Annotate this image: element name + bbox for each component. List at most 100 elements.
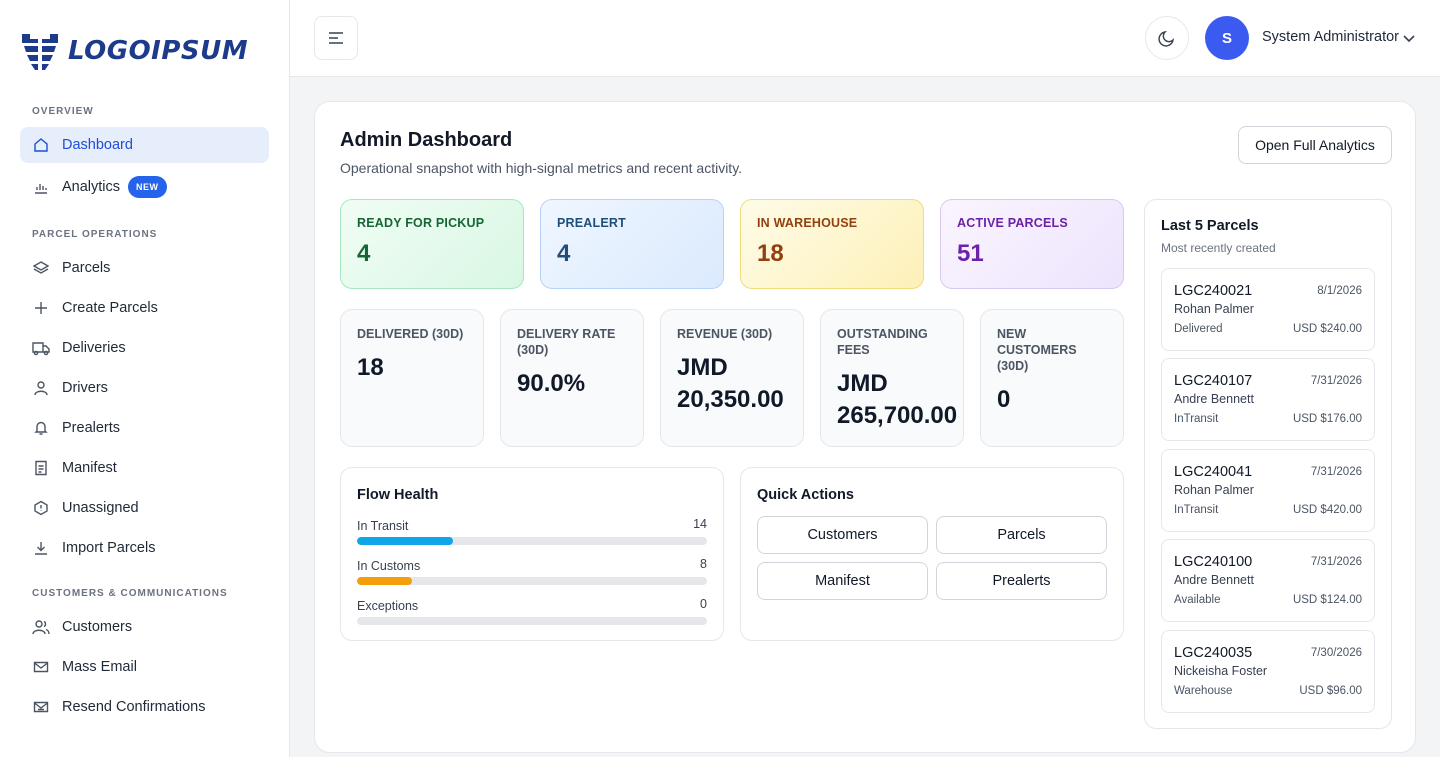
sidebar-item-analytics[interactable]: Analytics NEW — [20, 169, 269, 205]
parcel-status: InTransit — [1174, 413, 1219, 425]
parcel-card[interactable]: LGC240021 8/1/2026 Rohan Palmer Delivere… — [1161, 268, 1375, 351]
sidebar-item-customers[interactable]: Customers — [20, 609, 269, 645]
flow-count: 8 — [700, 557, 707, 571]
parcel-status: InTransit — [1174, 504, 1219, 516]
parcel-customer: Rohan Palmer — [1174, 302, 1254, 316]
bell-icon — [32, 419, 50, 437]
brand-logo[interactable]: LOGOIPSUM — [20, 30, 248, 72]
avatar[interactable]: S — [1205, 16, 1249, 60]
quick-actions-panel: Quick Actions Customers Parcels Manifest… — [740, 467, 1124, 641]
progress-track — [357, 537, 707, 545]
sidebar-item-label: Resend Confirmations — [62, 699, 206, 715]
plus-icon — [32, 299, 50, 317]
parcel-amount: USD $176.00 — [1292, 413, 1362, 425]
parcel-customer: Rohan Palmer — [1174, 483, 1254, 497]
user-name[interactable]: System Administrator — [1262, 29, 1399, 45]
quick-action-prealerts-button[interactable]: Prealerts — [936, 562, 1107, 600]
metric-new-customers-30d: NEW CUSTOMERS (30D) 0 — [980, 309, 1124, 447]
sidebar-item-drivers[interactable]: Drivers — [20, 370, 269, 406]
quick-action-manifest-button[interactable]: Manifest — [757, 562, 928, 600]
metric-value: JMD 265,700.00 — [837, 370, 958, 429]
moon-icon — [1158, 30, 1175, 47]
flow-label: Exceptions — [357, 599, 419, 613]
page-title: Admin Dashboard — [340, 129, 513, 151]
sidebar-item-label: Analytics — [62, 179, 121, 195]
metric-label: REVENUE (30D) — [677, 327, 773, 341]
metric-value: JMD 20,350.00 — [677, 354, 784, 413]
quick-action-customers-button[interactable]: Customers — [757, 516, 928, 554]
panel-subtitle: Most recently created — [1161, 241, 1276, 255]
stat-value: 4 — [557, 240, 571, 267]
section-customers-communications: CUSTOMERS & COMMUNICATIONS — [32, 588, 228, 599]
parcel-date: 7/31/2026 — [1310, 466, 1362, 478]
parcel-customer: Andre Bennett — [1174, 392, 1254, 406]
stat-card-in-warehouse[interactable]: IN WAREHOUSE 18 — [740, 199, 924, 289]
metric-value: 18 — [357, 354, 384, 381]
users-icon — [32, 618, 50, 636]
metric-label: NEW CUSTOMERS (30D) — [997, 327, 1077, 373]
sidebar-item-mass-email[interactable]: Mass Email — [20, 649, 269, 685]
sidebar-item-unassigned[interactable]: Unassigned — [20, 490, 269, 526]
metric-label: DELIVERED (30D) — [357, 327, 464, 341]
stat-value: 4 — [357, 240, 371, 267]
page-subtitle: Operational snapshot with high-signal me… — [340, 160, 743, 176]
sidebar-item-resend-confirmations[interactable]: Resend Confirmations — [20, 689, 269, 725]
chevron-down-icon[interactable] — [1402, 31, 1416, 45]
parcel-id: LGC240100 — [1174, 554, 1253, 570]
metric-label: OUTSTANDING FEES — [837, 327, 928, 357]
sidebar-item-label: Drivers — [62, 380, 108, 396]
flow-label: In Transit — [357, 519, 409, 533]
parcel-card[interactable]: LGC240035 7/30/2026 Nickeisha Foster War… — [1161, 630, 1375, 713]
panel-title: Last 5 Parcels — [1161, 218, 1259, 234]
parcel-amount: USD $240.00 — [1292, 323, 1362, 335]
sidebar: LOGOIPSUM OVERVIEW Dashboard Analytics N… — [0, 0, 290, 757]
flow-row-exceptions: Exceptions 0 — [357, 597, 707, 625]
flow-count: 14 — [693, 517, 707, 531]
user-icon — [32, 379, 50, 397]
metric-outstanding-fees: OUTSTANDING FEES JMD 265,700.00 — [820, 309, 964, 447]
parcel-date: 7/31/2026 — [1310, 556, 1362, 568]
flow-health-panel: Flow Health In Transit 14 In Customs 8 E… — [340, 467, 724, 641]
menu-icon — [329, 32, 343, 44]
parcel-status: Delivered — [1174, 323, 1223, 335]
parcel-status: Warehouse — [1174, 685, 1233, 697]
logo-text: LOGOIPSUM — [68, 36, 249, 66]
sidebar-item-import-parcels[interactable]: Import Parcels — [20, 530, 269, 566]
menu-toggle-button[interactable] — [314, 16, 358, 60]
panel-title: Quick Actions — [757, 487, 854, 503]
parcel-customer: Nickeisha Foster — [1174, 664, 1268, 678]
sidebar-item-label: Deliveries — [62, 340, 126, 356]
stat-label: ACTIVE PARCELS — [957, 216, 1068, 230]
sidebar-item-label: Import Parcels — [62, 540, 156, 556]
metric-delivered-30d: DELIVERED (30D) 18 — [340, 309, 484, 447]
stat-value: 18 — [757, 240, 784, 267]
open-full-analytics-button[interactable]: Open Full Analytics — [1238, 126, 1392, 164]
sidebar-item-manifest[interactable]: Manifest — [20, 450, 269, 486]
bar-chart-icon — [32, 178, 50, 196]
parcel-status: Available — [1174, 594, 1221, 606]
parcel-date: 7/30/2026 — [1310, 647, 1362, 659]
sidebar-item-deliveries[interactable]: Deliveries — [20, 330, 269, 366]
sidebar-item-prealerts[interactable]: Prealerts — [20, 410, 269, 446]
stat-card-active-parcels[interactable]: ACTIVE PARCELS 51 — [940, 199, 1124, 289]
theme-toggle-button[interactable] — [1145, 16, 1189, 60]
new-badge: NEW — [128, 176, 167, 198]
parcel-card[interactable]: LGC240100 7/31/2026 Andre Bennett Availa… — [1161, 539, 1375, 622]
parcel-card[interactable]: LGC240041 7/31/2026 Rohan Palmer InTrans… — [1161, 449, 1375, 532]
sidebar-item-dashboard[interactable]: Dashboard — [20, 127, 269, 163]
stat-label: PREALERT — [557, 216, 626, 230]
quick-action-parcels-button[interactable]: Parcels — [936, 516, 1107, 554]
panel-title: Flow Health — [357, 487, 439, 503]
parcel-amount: USD $124.00 — [1292, 594, 1362, 606]
sidebar-item-parcels[interactable]: Parcels — [20, 250, 269, 286]
stat-label: IN WAREHOUSE — [757, 216, 858, 230]
stat-card-ready-for-pickup[interactable]: READY FOR PICKUP 4 — [340, 199, 524, 289]
section-overview: OVERVIEW — [32, 106, 94, 117]
sidebar-item-label: Unassigned — [62, 500, 139, 516]
mail-resend-icon — [32, 698, 50, 716]
stat-card-prealert[interactable]: PREALERT 4 — [540, 199, 724, 289]
flow-count: 0 — [700, 597, 707, 611]
sidebar-item-create-parcels[interactable]: Create Parcels — [20, 290, 269, 326]
parcel-card[interactable]: LGC240107 7/31/2026 Andre Bennett InTran… — [1161, 358, 1375, 441]
download-icon — [32, 539, 50, 557]
